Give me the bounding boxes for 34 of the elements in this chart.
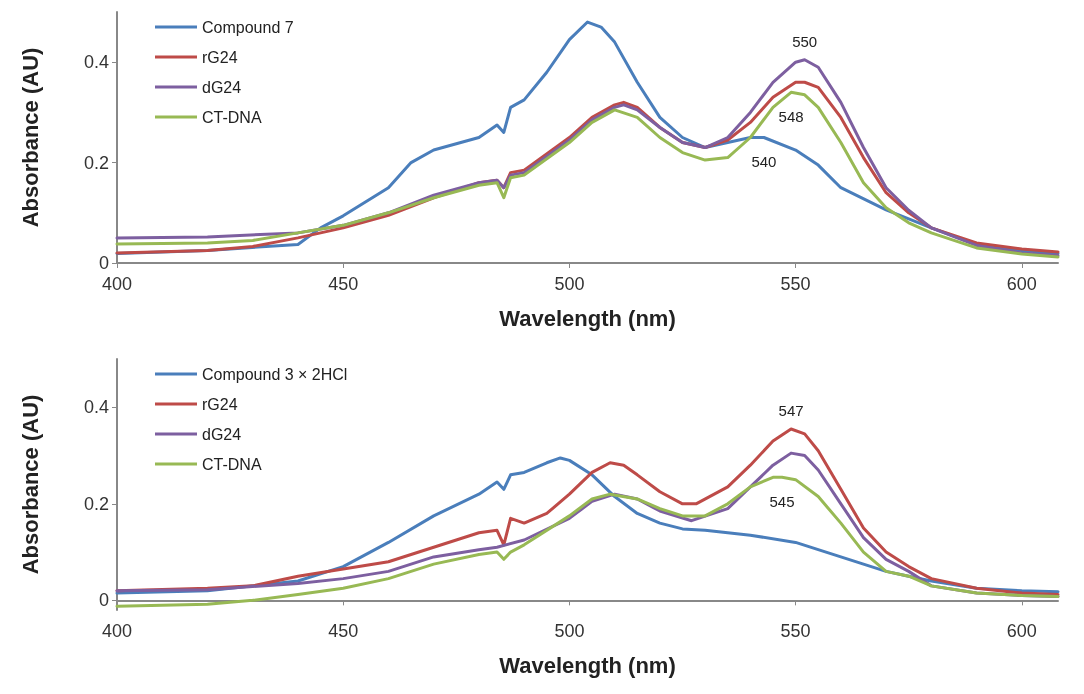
- annotation: 548: [778, 107, 804, 125]
- legend-label: Compound 7: [202, 18, 294, 36]
- legend-label: dG24: [202, 78, 242, 96]
- y-tick-label: 0: [98, 253, 109, 273]
- x-tick-label: 550: [780, 621, 811, 641]
- x-tick-label: 550: [780, 274, 811, 294]
- legend-label: Compound 3 × 2HCl: [202, 365, 348, 383]
- x-tick-label: 450: [328, 621, 359, 641]
- y-axis-title: Absorbance (AU): [17, 47, 43, 228]
- y-tick-label: 0.4: [83, 397, 109, 418]
- x-axis-title: Wavelength (nm): [499, 652, 676, 678]
- y-tick-label: 0: [98, 590, 109, 611]
- annotation: 547: [778, 402, 804, 420]
- legend-label: dG24: [202, 425, 242, 443]
- annotation: 540: [751, 153, 777, 170]
- legend-label: CT-DNA: [202, 108, 262, 126]
- y-tick-label: 0.2: [83, 152, 109, 173]
- x-tick-label: 600: [1006, 621, 1037, 641]
- x-tick-label: 600: [1006, 274, 1037, 294]
- line-series: [115, 475, 1060, 608]
- legend-label: rG24: [202, 48, 238, 66]
- y-axis-title: Absorbance (AU): [17, 394, 43, 575]
- x-tick-label: 400: [101, 621, 133, 641]
- x-axis-title: Wavelength (nm): [499, 305, 676, 331]
- legend-label: CT-DNA: [202, 455, 262, 473]
- x-tick-label: 450: [328, 274, 359, 294]
- annotation: 545: [769, 492, 795, 510]
- x-tick-label: 500: [554, 274, 585, 294]
- legend-label: rG24: [202, 395, 238, 413]
- y-tick-label: 0.2: [83, 493, 109, 514]
- y-tick-label: 0.4: [83, 52, 109, 73]
- x-tick-label: 400: [101, 274, 133, 294]
- annotation: 550: [792, 33, 818, 51]
- x-tick-label: 500: [554, 621, 585, 641]
